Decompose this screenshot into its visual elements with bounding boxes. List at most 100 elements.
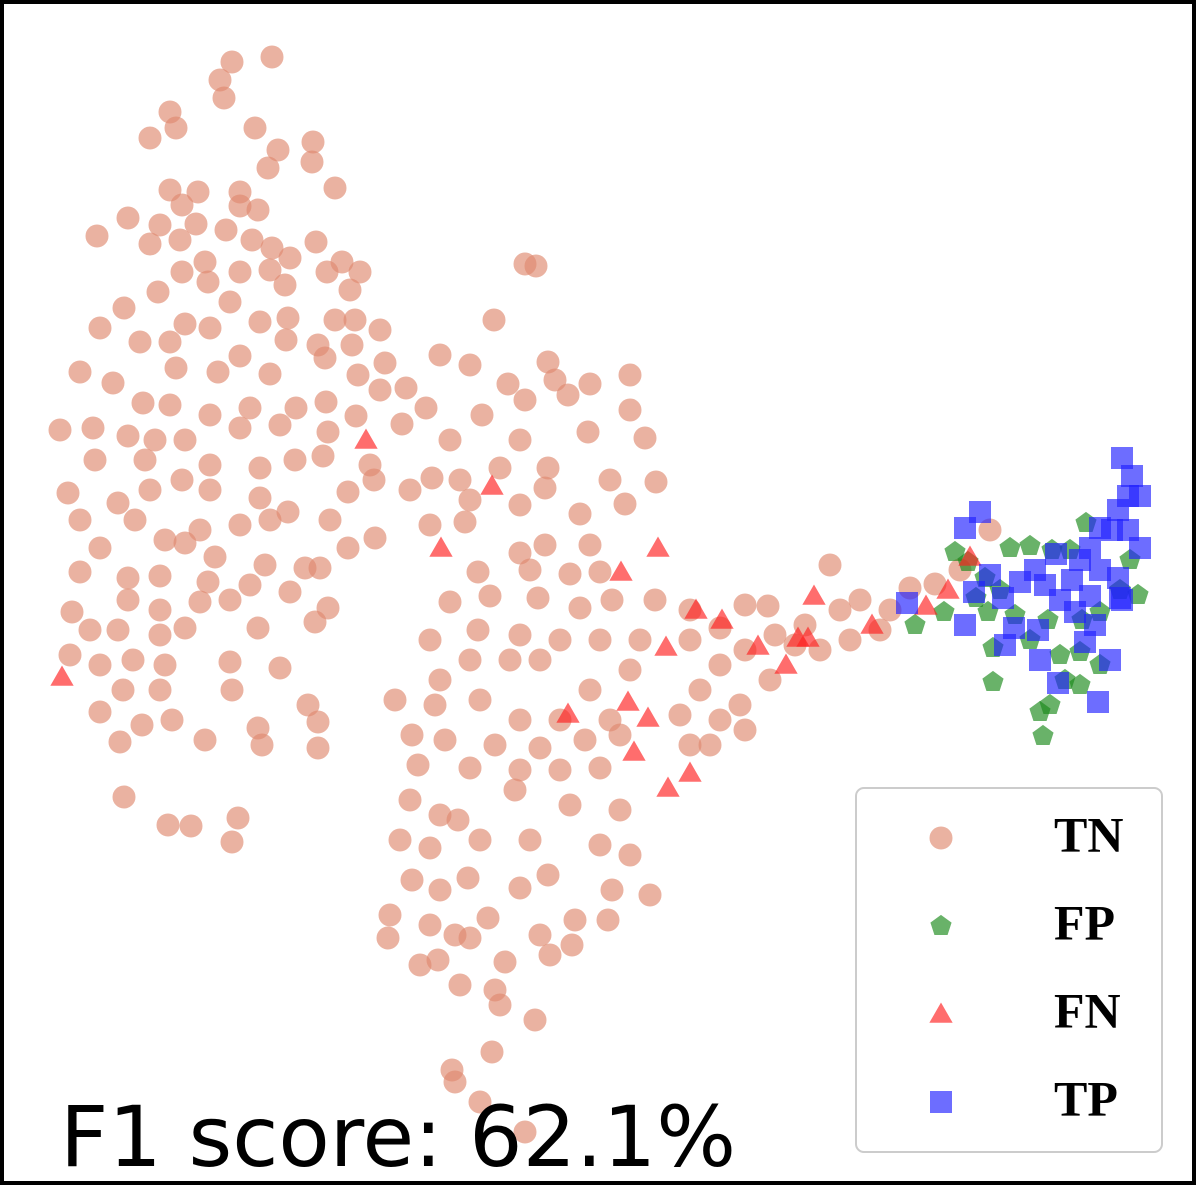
point	[148, 623, 172, 647]
point	[958, 545, 982, 566]
legend-box	[855, 787, 1163, 1153]
point	[311, 444, 335, 468]
point	[528, 648, 552, 672]
point	[954, 614, 976, 636]
points	[48, 45, 1151, 1144]
point	[588, 560, 612, 584]
point	[400, 868, 424, 892]
point	[493, 950, 517, 974]
point	[558, 793, 582, 817]
point	[488, 456, 512, 480]
point	[568, 502, 592, 526]
point	[453, 510, 477, 534]
point	[1047, 672, 1069, 694]
point	[468, 1090, 492, 1114]
point	[85, 224, 109, 248]
point	[466, 560, 490, 584]
point	[206, 360, 230, 384]
point	[60, 600, 84, 624]
point	[480, 474, 504, 495]
point	[179, 814, 203, 838]
point	[418, 513, 442, 537]
point	[678, 761, 702, 782]
point	[1074, 631, 1096, 653]
point	[636, 706, 660, 727]
point	[158, 330, 182, 354]
point	[336, 480, 360, 504]
point	[218, 290, 242, 314]
point	[300, 150, 324, 174]
point	[746, 634, 770, 655]
point	[548, 758, 572, 782]
point	[138, 126, 162, 150]
point	[588, 756, 612, 780]
point	[188, 590, 212, 614]
point	[758, 668, 782, 692]
point	[608, 723, 632, 747]
point	[1049, 643, 1071, 664]
point	[483, 733, 507, 757]
point	[193, 250, 217, 274]
point	[468, 828, 492, 852]
point	[508, 493, 532, 517]
point	[148, 598, 172, 622]
point	[88, 316, 112, 340]
point	[108, 730, 132, 754]
point	[218, 650, 242, 674]
point	[536, 456, 560, 480]
point	[266, 138, 290, 162]
point	[538, 943, 562, 967]
point	[198, 453, 222, 477]
point	[148, 564, 172, 588]
point	[83, 448, 107, 472]
point	[243, 116, 267, 140]
point	[763, 623, 787, 647]
point	[228, 260, 252, 284]
point	[1029, 649, 1051, 671]
point	[296, 693, 320, 717]
point	[533, 533, 557, 557]
point	[116, 206, 140, 230]
point	[638, 883, 662, 907]
point	[513, 1120, 537, 1144]
point	[398, 788, 422, 812]
point	[646, 536, 670, 557]
point	[1064, 601, 1086, 623]
point	[548, 628, 572, 652]
point	[1024, 559, 1046, 581]
point	[543, 368, 567, 392]
point	[488, 993, 512, 1017]
point	[598, 468, 622, 492]
point	[220, 50, 244, 74]
point	[116, 588, 140, 612]
point	[848, 588, 872, 612]
legend-label: FN	[1054, 982, 1121, 1038]
point	[428, 343, 452, 367]
point	[274, 328, 298, 352]
legend-marker	[930, 914, 952, 935]
point	[860, 613, 884, 634]
point	[1107, 567, 1129, 589]
point	[130, 713, 154, 737]
point	[388, 828, 412, 852]
point	[220, 830, 244, 854]
point	[406, 753, 430, 777]
legend: TN FP FN TP	[929, 806, 1123, 1126]
point	[433, 728, 457, 752]
point	[212, 86, 236, 110]
point	[578, 533, 602, 557]
point	[133, 448, 157, 472]
point	[933, 600, 955, 621]
point	[56, 481, 80, 505]
point	[148, 678, 172, 702]
point	[198, 403, 222, 427]
point	[116, 566, 140, 590]
point	[979, 564, 1001, 586]
point	[68, 508, 92, 532]
legend-label: TP	[1054, 1070, 1118, 1126]
point	[468, 688, 492, 712]
point	[170, 260, 194, 284]
point	[228, 344, 252, 368]
point	[618, 843, 642, 867]
point	[301, 130, 325, 154]
